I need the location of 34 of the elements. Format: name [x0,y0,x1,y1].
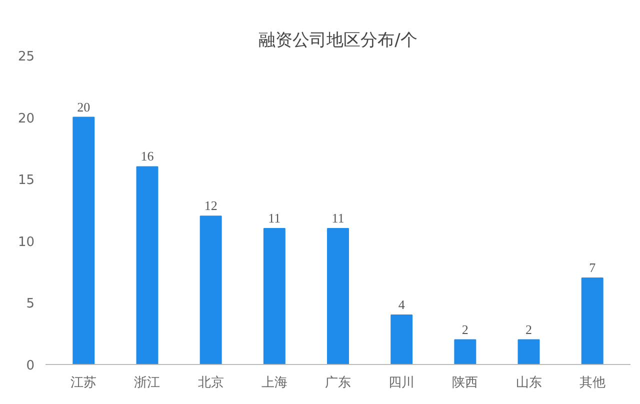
data-label: 2 [462,322,468,337]
bar [72,116,95,364]
data-label: 7 [589,260,596,275]
bar [518,339,540,364]
y-tick-label: 15 [18,173,35,188]
bar [581,277,604,364]
x-tick-label: 江苏 [70,376,97,390]
x-tick-label: 北京 [198,376,224,390]
x-tick-label: 浙江 [134,376,160,390]
bar [136,166,158,364]
bar [200,216,222,364]
y-tick-label: 25 [18,50,35,64]
x-tick-label: 山东 [516,376,542,390]
x-tick-label: 广东 [325,376,351,390]
chart-title: 融资公司地区分布/个 [258,30,418,50]
y-tick-label: 5 [26,296,35,312]
data-label: 16 [140,148,154,164]
bar [327,228,349,364]
y-tick-label: 10 [18,234,35,250]
x-tick-label: 上海 [261,376,288,390]
data-label: 11 [332,210,344,226]
y-tick-label: 20 [18,111,35,126]
data-label: 4 [398,297,406,312]
data-label: 12 [204,198,218,214]
x-tick-label: 四川 [388,376,415,390]
data-label: 11 [268,210,281,226]
data-label: 20 [77,99,90,114]
y-tick-label: 0 [26,358,35,374]
data-label: 2 [526,322,532,337]
bar [454,339,476,364]
bar [390,314,413,364]
x-tick-label: 其他 [579,376,606,390]
bar [263,228,286,364]
x-tick-label: 陕西 [452,376,478,390]
